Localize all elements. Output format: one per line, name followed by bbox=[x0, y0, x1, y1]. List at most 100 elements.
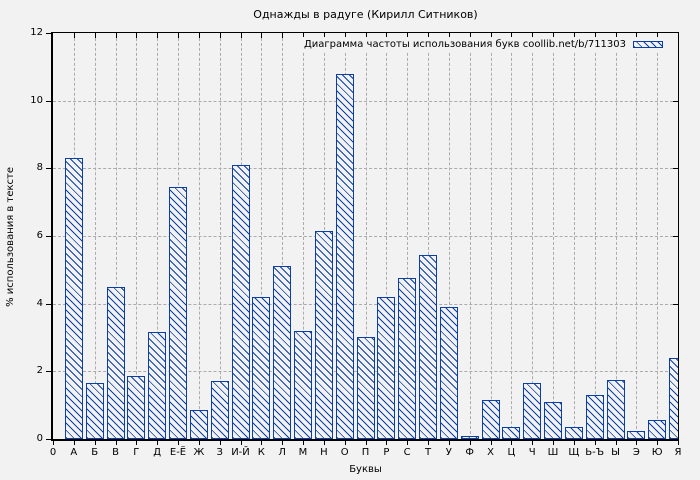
bar-Ц bbox=[502, 427, 521, 439]
y-tick-label-10: 10 bbox=[30, 94, 43, 106]
x-tick-label-Х: Х bbox=[487, 447, 494, 458]
bar-Ы bbox=[606, 380, 625, 439]
x-tick-label-О: О bbox=[340, 447, 349, 458]
bar-С bbox=[398, 278, 417, 439]
x-tick-22 bbox=[511, 441, 513, 445]
y-tick-label-8: 8 bbox=[36, 162, 43, 174]
x-tick-label-Г: Г bbox=[133, 447, 140, 458]
x-tick-label-Ф: Ф bbox=[465, 447, 474, 458]
y-tick-label-2: 2 bbox=[36, 365, 43, 377]
bar-Г bbox=[127, 376, 146, 439]
bar-В bbox=[106, 287, 125, 439]
bar-Р bbox=[377, 297, 396, 439]
x-tick-label-Т: Т bbox=[424, 447, 432, 458]
bar-Н bbox=[314, 231, 333, 439]
x-tick-27 bbox=[615, 441, 617, 445]
x-tick-29 bbox=[657, 441, 659, 445]
x-mirror-tick-14 bbox=[344, 33, 346, 38]
bar-Е-Ё bbox=[169, 187, 187, 439]
x-tick-24 bbox=[553, 441, 554, 445]
x-tick-8 bbox=[219, 441, 221, 445]
x-tick-14 bbox=[344, 441, 346, 445]
v-gridline-2 bbox=[94, 33, 96, 439]
x-tick-25 bbox=[573, 441, 575, 445]
x-tick-label-М: М bbox=[298, 447, 308, 458]
bar-Ш bbox=[544, 402, 562, 439]
x-mirror-tick-23 bbox=[532, 33, 534, 38]
x-tick-label-Н: Н bbox=[320, 447, 328, 458]
x-mirror-tick-16 bbox=[386, 33, 388, 38]
bar-Х bbox=[481, 400, 500, 439]
x-tick-20 bbox=[469, 441, 471, 445]
x-tick-13 bbox=[323, 441, 325, 445]
x-tick-23 bbox=[532, 441, 534, 445]
v-gridline-8 bbox=[219, 33, 221, 439]
plot-area bbox=[51, 32, 679, 441]
x-tick-10 bbox=[261, 441, 263, 445]
v-gridline-27 bbox=[615, 33, 617, 439]
x-mirror-tick-13 bbox=[323, 33, 325, 38]
x-mirror-tick-7 bbox=[198, 33, 200, 38]
x-mirror-tick-21 bbox=[490, 33, 492, 38]
bar-Э bbox=[627, 431, 646, 439]
y-tick-4 bbox=[46, 303, 51, 305]
x-tick-label-Э: Э bbox=[632, 447, 640, 458]
x-tick-7 bbox=[198, 441, 200, 445]
x-tick-label-Ю: Ю bbox=[651, 447, 663, 458]
x-tick-17 bbox=[407, 441, 409, 445]
x-tick-label-З: З bbox=[216, 447, 223, 458]
y-tick-6 bbox=[46, 236, 51, 237]
v-gridline-10 bbox=[261, 33, 263, 439]
x-mirror-tick-8 bbox=[219, 33, 221, 38]
x-tick-label-Л: Л bbox=[278, 447, 286, 458]
x-tick-label-Ь-Ъ: Ь-Ъ bbox=[585, 447, 605, 458]
x-mirror-tick-6 bbox=[178, 33, 179, 38]
v-gridline-20 bbox=[469, 33, 471, 439]
x-tick-label-0: 0 bbox=[49, 447, 57, 458]
bar-Ф bbox=[460, 436, 479, 439]
y-tick-0 bbox=[46, 439, 51, 440]
x-tick-label-Ц: Ц bbox=[507, 447, 516, 458]
x-tick-label-Д: Д bbox=[153, 447, 162, 458]
bar-И-Й bbox=[231, 165, 250, 439]
v-gridline-17 bbox=[407, 33, 409, 439]
y-tick-label-4: 4 bbox=[36, 297, 43, 309]
y-tick-2 bbox=[46, 371, 51, 373]
x-mirror-tick-25 bbox=[573, 33, 575, 38]
bar-Т bbox=[419, 255, 437, 439]
bar-Щ bbox=[564, 427, 583, 439]
v-gridline-29 bbox=[657, 33, 659, 439]
x-tick-label-У: У bbox=[445, 447, 452, 458]
x-mirror-tick-19 bbox=[448, 33, 450, 38]
y-mirror-tick-4 bbox=[673, 303, 678, 305]
x-tick-label-В: В bbox=[112, 447, 119, 458]
bar-О bbox=[335, 74, 354, 439]
y-tick-label-12: 12 bbox=[30, 27, 43, 38]
x-tick-15 bbox=[365, 441, 367, 445]
v-gridline-5 bbox=[157, 33, 159, 439]
x-tick-label-А: А bbox=[70, 447, 78, 458]
x-tick-26 bbox=[594, 441, 596, 445]
x-tick-0 bbox=[53, 441, 54, 445]
x-mirror-tick-4 bbox=[136, 33, 138, 38]
bar-Ч bbox=[523, 383, 542, 439]
x-tick-30 bbox=[678, 441, 679, 445]
v-gridline-24 bbox=[553, 33, 554, 439]
x-mirror-tick-1 bbox=[73, 33, 75, 38]
v-gridline-25 bbox=[573, 33, 575, 439]
x-tick-label-П: П bbox=[361, 447, 370, 458]
v-gridline-11 bbox=[282, 33, 284, 439]
x-mirror-tick-18 bbox=[428, 33, 429, 38]
x-tick-label-Ы: Ы bbox=[611, 447, 620, 458]
bar-К bbox=[252, 297, 271, 439]
x-tick-label-Р: Р bbox=[383, 447, 390, 458]
v-gridline-28 bbox=[636, 33, 638, 439]
bar-Ж bbox=[189, 410, 208, 439]
x-tick-label-Ч: Ч bbox=[528, 447, 536, 458]
v-gridline-16 bbox=[386, 33, 388, 439]
v-gridline-4 bbox=[136, 33, 138, 439]
x-mirror-tick-2 bbox=[94, 33, 96, 38]
x-mirror-tick-12 bbox=[303, 33, 304, 38]
y-tick-12 bbox=[46, 33, 51, 34]
chart-title: Однажды в радуге (Кирилл Ситников) bbox=[253, 8, 478, 21]
